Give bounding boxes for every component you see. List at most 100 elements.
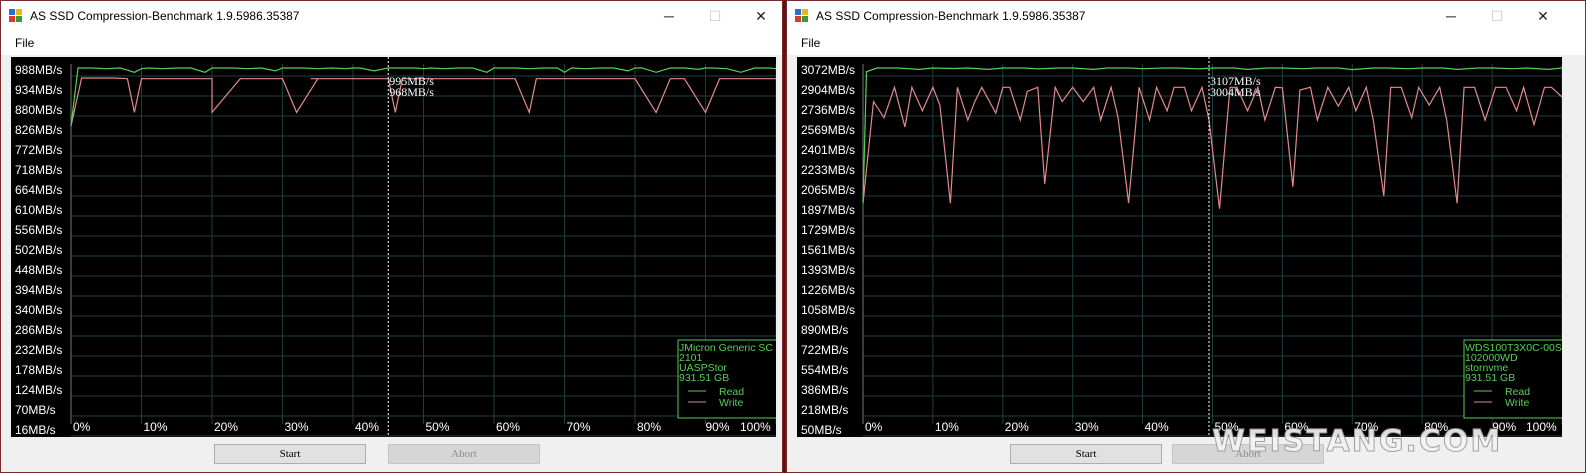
x-tick-label: 10% xyxy=(935,420,959,434)
start-button[interactable]: Start xyxy=(214,444,366,464)
menu-file[interactable]: File xyxy=(801,36,821,50)
series-write-line xyxy=(70,77,776,127)
y-tick-label: 934MB/s xyxy=(15,83,62,97)
maximize-button[interactable]: ☐ xyxy=(1490,7,1504,24)
y-tick-label: 448MB/s xyxy=(15,263,62,277)
maximize-button[interactable]: ☐ xyxy=(708,7,722,24)
legend-device-line: UASPStor xyxy=(679,362,727,374)
y-tick-label: 718MB/s xyxy=(15,163,62,177)
app-icon xyxy=(9,9,23,23)
series-write-line xyxy=(862,85,1562,209)
menu-bar: File xyxy=(1,31,782,55)
start-button[interactable]: Start xyxy=(1010,444,1162,464)
y-tick-label: 2401MB/s xyxy=(801,143,855,157)
close-button[interactable]: ✕ xyxy=(755,7,767,24)
app-icon xyxy=(795,9,809,23)
y-tick-label: 124MB/s xyxy=(15,383,62,397)
x-tick-label: 100% xyxy=(1526,420,1557,434)
x-tick-label: 50% xyxy=(1215,420,1239,434)
y-tick-label: 502MB/s xyxy=(15,243,62,257)
series-read-line xyxy=(862,67,1562,204)
title-bar[interactable]: AS SSD Compression-Benchmark 1.9.5986.35… xyxy=(1,1,782,31)
y-tick-label: 218MB/s xyxy=(801,403,848,417)
series-read-line xyxy=(70,67,776,127)
y-tick-label: 890MB/s xyxy=(801,323,848,337)
watermark: WEISTANG.COM xyxy=(1211,424,1503,460)
legend-write-label: Write xyxy=(719,397,743,409)
y-tick-label: 554MB/s xyxy=(801,363,848,377)
y-tick-label: 340MB/s xyxy=(15,303,62,317)
title-bar[interactable]: AS SSD Compression-Benchmark 1.9.5986.35… xyxy=(787,1,1585,31)
x-tick-label: 40% xyxy=(355,420,379,434)
marker-read-value: 995MB/s xyxy=(389,74,434,88)
window-title: AS SSD Compression-Benchmark 1.9.5986.35… xyxy=(30,9,300,23)
y-tick-label: 772MB/s xyxy=(15,143,62,157)
x-tick-label: 30% xyxy=(285,420,309,434)
legend-device-line: 2101 xyxy=(679,352,703,364)
y-tick-label: 2736MB/s xyxy=(801,103,855,117)
y-tick-label: 70MB/s xyxy=(15,403,56,417)
legend-device-line: 931.51 GB xyxy=(1465,372,1515,384)
x-tick-label: 90% xyxy=(1492,420,1516,434)
y-tick-label: 3072MB/s xyxy=(801,63,855,77)
y-tick-label: 722MB/s xyxy=(801,343,848,357)
x-tick-label: 90% xyxy=(706,420,730,434)
marker-read-value: 3107MB/s xyxy=(1210,74,1261,88)
y-tick-label: 2233MB/s xyxy=(801,163,855,177)
y-tick-label: 988MB/s xyxy=(15,63,62,77)
menu-bar: File xyxy=(787,31,1585,55)
y-tick-label: 286MB/s xyxy=(15,323,62,337)
y-tick-label: 610MB/s xyxy=(15,203,62,217)
legend-device-line: WDS100T3X0C-00S xyxy=(1465,342,1562,354)
marker-write-value: 3004MB/s xyxy=(1210,85,1261,99)
legend-write-label: Write xyxy=(1505,397,1529,409)
minimize-button[interactable]: ─ xyxy=(1446,8,1456,24)
x-tick-label: 40% xyxy=(1145,420,1169,434)
legend-device-line: 931.51 GB xyxy=(679,372,729,384)
y-tick-label: 232MB/s xyxy=(15,343,62,357)
legend-read-label: Read xyxy=(719,386,744,398)
y-tick-label: 1393MB/s xyxy=(801,263,855,277)
y-tick-label: 1729MB/s xyxy=(801,223,855,237)
y-tick-label: 2569MB/s xyxy=(801,123,855,137)
x-tick-label: 0% xyxy=(73,420,91,434)
x-tick-label: 0% xyxy=(865,420,883,434)
y-tick-label: 178MB/s xyxy=(15,363,62,377)
window-title: AS SSD Compression-Benchmark 1.9.5986.35… xyxy=(816,9,1086,23)
legend-box xyxy=(1463,339,1562,419)
y-tick-label: 16MB/s xyxy=(15,423,56,437)
x-tick-label: 50% xyxy=(426,420,450,434)
x-tick-label: 10% xyxy=(144,420,168,434)
legend-device-line: JMicron Generic SC xyxy=(679,342,773,354)
benchmark-chart: 988MB/s 934MB/s 880MB/s 826MB/s 772MB/s 718MB… xyxy=(11,57,776,437)
benchmark-window-right: AS SSD Compression-Benchmark 1.9.5986.35… xyxy=(786,0,1586,473)
benchmark-chart: 3072MB/s 2904MB/s 2736MB/s 2569MB/s 2401MB/s… xyxy=(797,57,1562,437)
abort-button[interactable]: Abort xyxy=(388,444,540,464)
legend-read-label: Read xyxy=(1505,386,1530,398)
y-tick-label: 826MB/s xyxy=(15,123,62,137)
abort-button[interactable]: Abort xyxy=(1172,444,1324,464)
benchmark-window-left: AS SSD Compression-Benchmark 1.9.5986.35… xyxy=(0,0,783,473)
y-tick-label: 880MB/s xyxy=(15,103,62,117)
y-tick-label: 386MB/s xyxy=(801,383,848,397)
y-tick-label: 1897MB/s xyxy=(801,203,855,217)
x-tick-label: 60% xyxy=(496,420,520,434)
menu-file[interactable]: File xyxy=(15,36,35,50)
x-tick-label: 100% xyxy=(740,420,771,434)
x-tick-label: 60% xyxy=(1284,420,1308,434)
y-tick-label: 664MB/s xyxy=(15,183,62,197)
y-tick-label: 2904MB/s xyxy=(801,83,855,97)
y-tick-label: 1561MB/s xyxy=(801,243,855,257)
x-tick-label: 20% xyxy=(1005,420,1029,434)
x-tick-label: 70% xyxy=(1354,420,1378,434)
marker-write-value: 968MB/s xyxy=(389,85,434,99)
y-tick-label: 1058MB/s xyxy=(801,303,855,317)
x-tick-label: 20% xyxy=(214,420,238,434)
legend-device-line: 102000WD xyxy=(1465,352,1518,364)
y-tick-label: 1226MB/s xyxy=(801,283,855,297)
x-tick-label: 80% xyxy=(637,420,661,434)
y-tick-label: 556MB/s xyxy=(15,223,62,237)
close-button[interactable]: ✕ xyxy=(1537,7,1549,24)
minimize-button[interactable]: ─ xyxy=(664,8,674,24)
x-tick-label: 30% xyxy=(1075,420,1099,434)
